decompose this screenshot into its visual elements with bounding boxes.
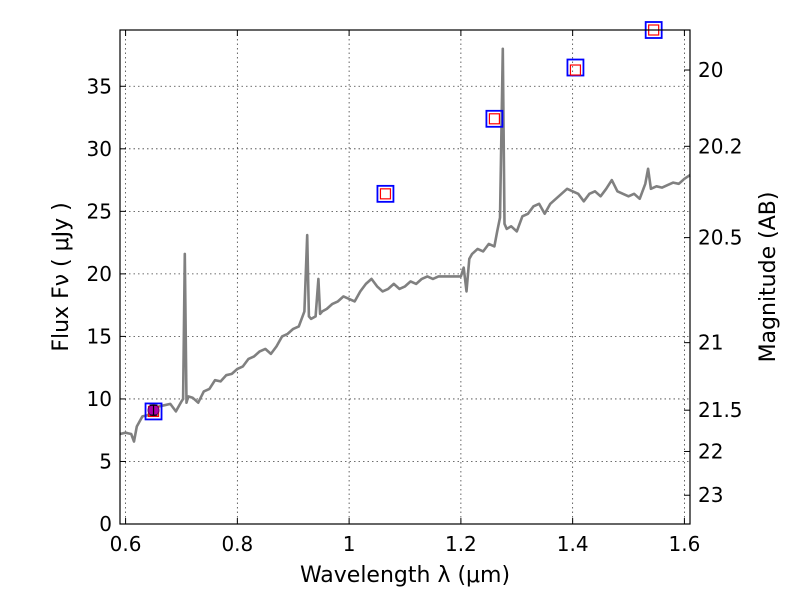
y-axis-label: Flux Fν ( μJy ) [49,202,74,351]
y-tick-label: 10 [87,387,112,411]
x-tick-label: 1.6 [669,532,701,556]
x-axis-label: Wavelength λ (μm) [300,563,510,588]
y-tick-label: 35 [87,74,112,98]
x-tick-label: 0.8 [221,532,253,556]
photometry-point-blue [376,184,395,203]
y2-tick-label: 21.5 [698,398,743,422]
spectrum-line [119,47,691,443]
y2-tick-label: 22 [698,439,723,463]
model-point-red [569,64,582,76]
y-tick-label: 0 [99,512,112,536]
model-point-red [488,113,501,125]
photometry-point-blue [144,402,163,421]
photometry-point-blue [485,109,504,128]
y-tick-label: 25 [87,199,112,223]
y2-tick-label: 20.2 [698,134,743,158]
y2-tick-label: 23 [698,483,723,507]
x-tick-label: 1 [343,532,356,556]
y-tick-label: 15 [87,324,112,348]
x-tick-label: 1.4 [557,532,589,556]
y-tick-label: 30 [87,137,112,161]
model-point-red [379,188,392,200]
y-tick-label: 5 [99,449,112,473]
plot-frame [119,29,691,525]
y-tick-label: 20 [87,262,112,286]
y2-tick-label: 20 [698,58,723,82]
data-series [119,21,691,443]
y2-tick-label: 20.5 [698,226,743,250]
x-tick-label: 0.6 [110,532,142,556]
right-axis-label: Magnitude (AB) [756,192,781,363]
x-tick-label: 1.2 [445,532,477,556]
grid-lines [120,30,690,525]
axis-ticks: 0.6 0.8 1 1.2 1.4 1.6 0 5 10 15 20 25 30 35 20 20.2 20.5… [87,30,743,556]
y2-tick-label: 21 [698,331,723,355]
